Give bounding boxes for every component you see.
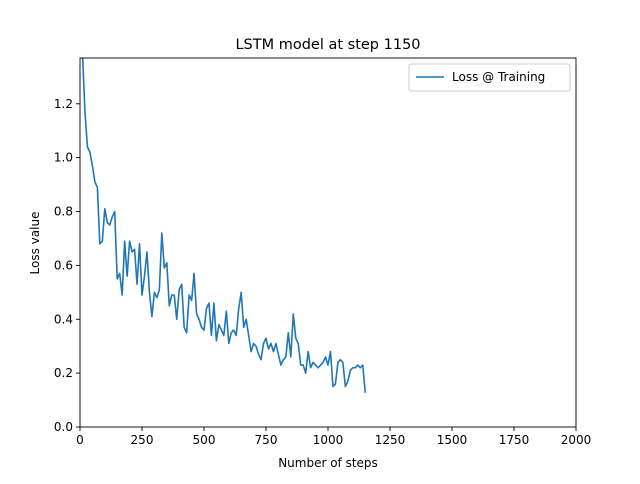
legend-frame — [408, 63, 571, 92]
y-tick-label: 0.8 — [54, 205, 73, 219]
y-tick-label: 1.2 — [54, 97, 73, 111]
x-tick-label: 0 — [76, 433, 84, 447]
x-tick-label: 1750 — [499, 433, 530, 447]
y-tick-label: 0.0 — [54, 420, 73, 434]
x-tick-label: 250 — [131, 433, 154, 447]
legend: Loss @ Training — [408, 63, 571, 92]
plot-area: 0 250 500 750 1000 1250 1500 1750 2000 0.0 0.2 0.4 0… — [54, 57, 592, 447]
x-tick-label: 750 — [255, 433, 278, 447]
y-tick-label: 0.6 — [54, 258, 73, 272]
y-axis-label: Loss value — [28, 212, 42, 275]
x-tick-label: 1000 — [313, 433, 344, 447]
y-tick-label: 0.4 — [54, 312, 73, 326]
y-tick-label: 1.0 — [54, 151, 73, 165]
x-axis-label: Number of steps — [278, 456, 378, 470]
x-tick-label: 2000 — [561, 433, 592, 447]
chart-title: LSTM model at step 1150 — [235, 37, 420, 53]
x-tick-label: 500 — [193, 433, 216, 447]
x-tick-label: 1250 — [375, 433, 406, 447]
legend-entry-loss-training: Loss @ Training — [452, 70, 545, 84]
y-tick-label: 0.2 — [54, 366, 73, 380]
x-tick-label: 1500 — [437, 433, 468, 447]
series-line-0 — [80, 58, 367, 393]
